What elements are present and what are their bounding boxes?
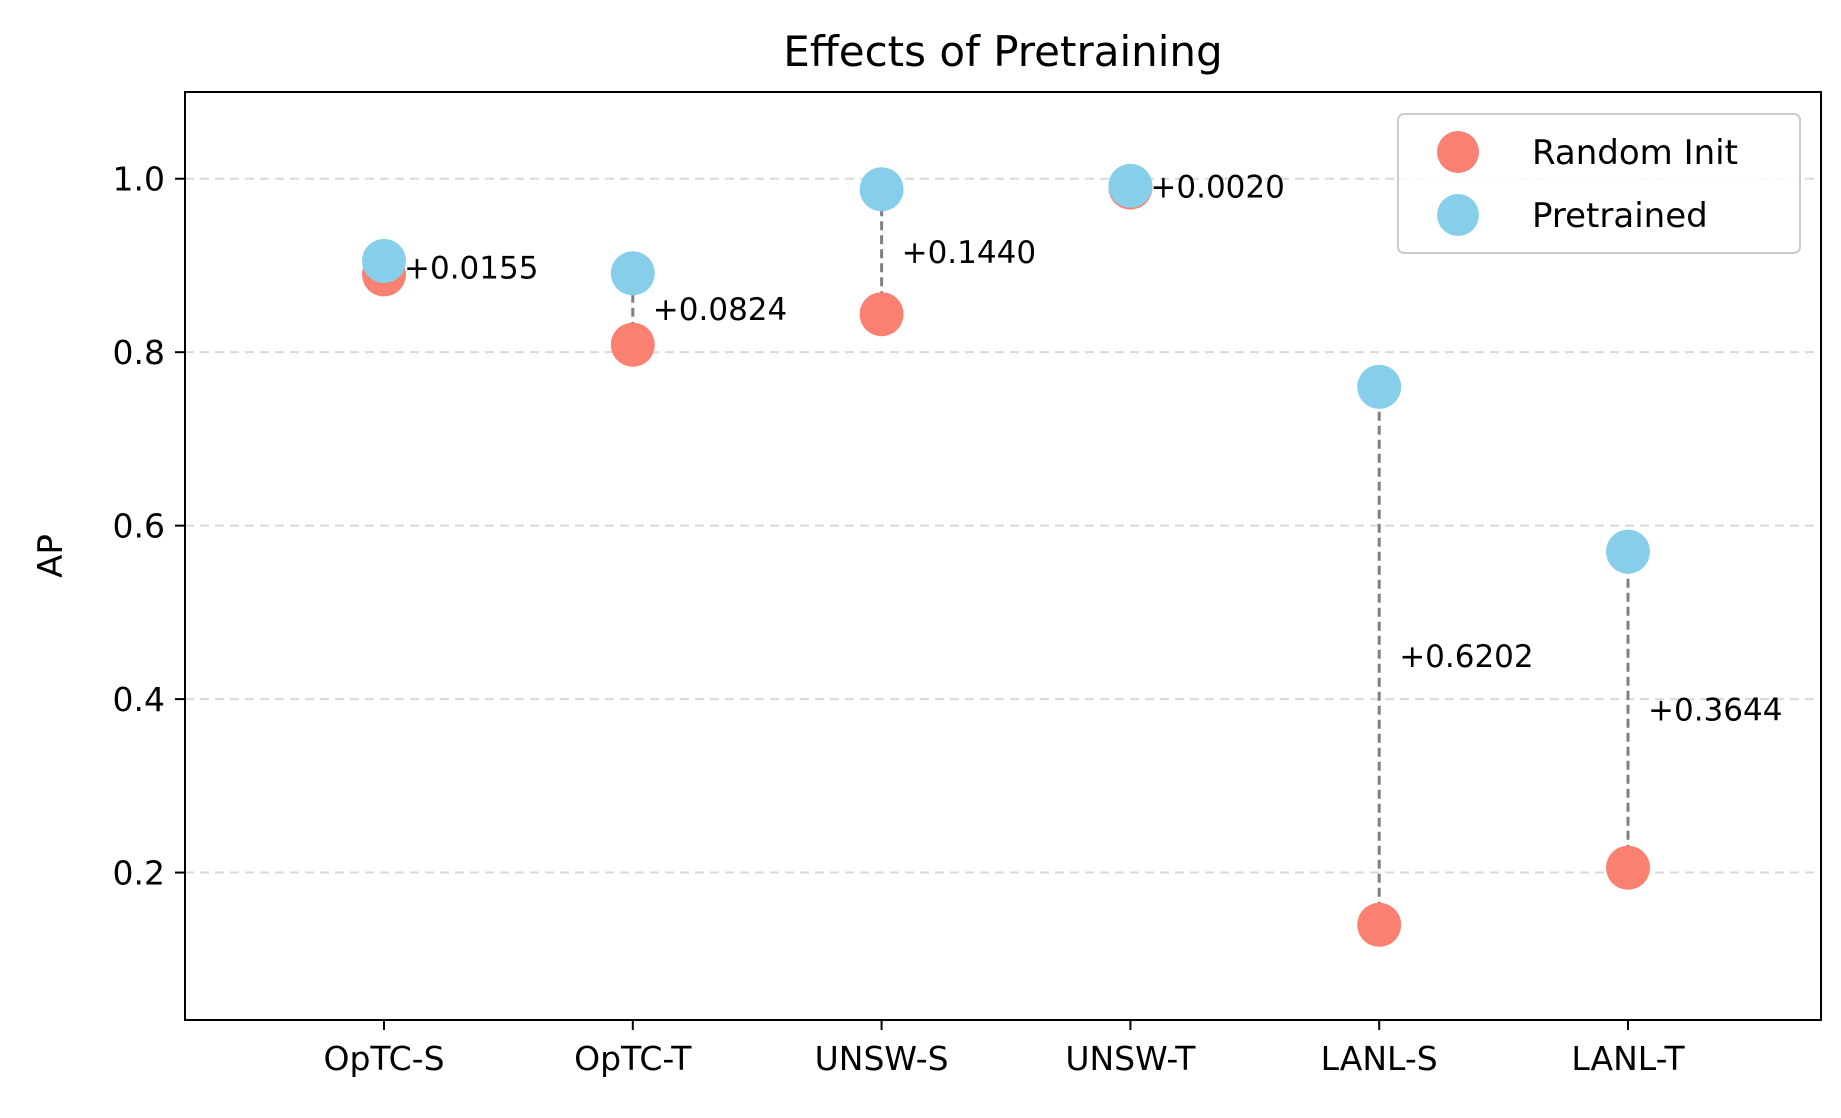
legend: Random Init Pretrained bbox=[1397, 113, 1801, 254]
plot-frame bbox=[184, 91, 1822, 1021]
legend-label-random-init: Random Init bbox=[1532, 133, 1738, 173]
difference-annotation: +0.0824 bbox=[653, 292, 787, 328]
point-pretrained bbox=[362, 238, 406, 283]
annotations: +0.0155 +0.0824 +0.1440 +0.0020 +0.6202 +0.36… bbox=[404, 170, 1782, 729]
point-pretrained bbox=[1357, 364, 1402, 409]
difference-annotation: +0.0020 bbox=[1150, 170, 1284, 206]
x-tick-label: UNSW-T bbox=[1065, 1039, 1196, 1078]
difference-annotation: +0.3644 bbox=[1648, 693, 1782, 729]
data-points bbox=[362, 163, 1650, 947]
point-pretrained bbox=[1108, 163, 1153, 208]
y-tick-label: 0.4 bbox=[113, 680, 165, 719]
x-axis-ticks: OpTC-S OpTC-T UNSW-S UNSW-T LANL-S LANL-T bbox=[323, 1020, 1685, 1078]
point-random-init bbox=[859, 292, 904, 337]
x-tick-label: LANL-T bbox=[1571, 1039, 1685, 1078]
point-pretrained bbox=[1606, 529, 1650, 574]
chart-title: Effects of Pretraining bbox=[783, 27, 1222, 76]
x-tick-label: UNSW-S bbox=[815, 1039, 949, 1078]
point-random-init bbox=[610, 322, 655, 367]
y-axis-ticks: 0.2 0.4 0.6 0.8 1.0 bbox=[113, 160, 185, 893]
difference-annotation: +0.0155 bbox=[404, 251, 538, 287]
legend-label-pretrained: Pretrained bbox=[1532, 196, 1708, 236]
y-tick-label: 0.8 bbox=[113, 333, 165, 372]
point-random-init bbox=[1606, 845, 1650, 890]
y-tick-label: 0.2 bbox=[113, 854, 165, 893]
legend-marker-random-init bbox=[1437, 131, 1479, 173]
point-random-init bbox=[1357, 902, 1402, 947]
legend-box bbox=[1397, 113, 1801, 254]
x-tick-label: LANL-S bbox=[1321, 1039, 1438, 1078]
grid-lines bbox=[185, 177, 1821, 874]
difference-annotation: +0.6202 bbox=[1399, 639, 1533, 675]
y-axis-label: AP bbox=[31, 534, 71, 578]
y-tick-label: 1.0 bbox=[113, 160, 165, 199]
x-tick-label: OpTC-S bbox=[323, 1039, 444, 1078]
point-pretrained bbox=[859, 167, 904, 212]
x-tick-label: OpTC-T bbox=[574, 1039, 692, 1078]
point-pretrained bbox=[610, 251, 655, 296]
difference-annotation: +0.1440 bbox=[902, 235, 1036, 271]
y-tick-label: 0.6 bbox=[113, 507, 165, 546]
legend-marker-pretrained bbox=[1437, 194, 1479, 236]
connector-lines bbox=[382, 185, 1630, 925]
